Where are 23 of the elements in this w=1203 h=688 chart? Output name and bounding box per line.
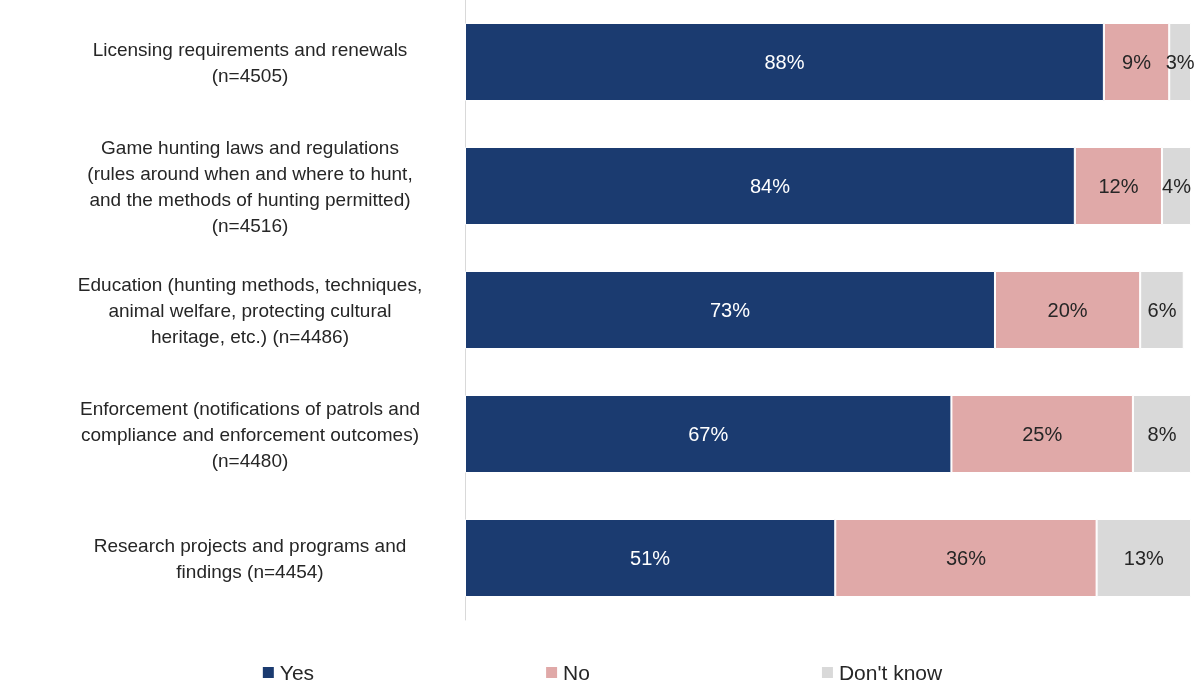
y-tick-label: Licensing requirements and renewals (n=4505) bbox=[92, 38, 408, 86]
data-label: 73% bbox=[709, 299, 751, 321]
data-label: 67% bbox=[688, 423, 729, 445]
data-label: 9% bbox=[1122, 51, 1152, 73]
data-label: 8% bbox=[1147, 423, 1177, 445]
data-label: 20% bbox=[1047, 299, 1088, 321]
data-label: 4% bbox=[1162, 175, 1192, 197]
data-label: 12% bbox=[1098, 175, 1139, 197]
data-label: 84% bbox=[749, 175, 791, 197]
data-label: 51% bbox=[630, 547, 671, 569]
legend-label: Don't know bbox=[838, 661, 943, 684]
data-label: 6% bbox=[1147, 299, 1177, 321]
data-label: 88% bbox=[764, 51, 805, 73]
data-label: 3% bbox=[1165, 51, 1195, 73]
data-label: 25% bbox=[1022, 423, 1063, 445]
legend-label: Yes bbox=[279, 661, 315, 684]
data-label: 36% bbox=[945, 547, 987, 569]
y-tick-label: Education (hunting methods, techniques, animal welfare, protecting cultural heritage, etc.) (n=4486) bbox=[77, 273, 423, 347]
y-tick-label: Enforcement (notifications of patrols and compliance and enforcement outcomes) (n=4480) bbox=[79, 397, 421, 471]
y-tick-label: Game hunting laws and regulations (rules around when and where to hunt, and the methods of hunting permitted) (n=4516) bbox=[87, 136, 413, 236]
y-tick-label: Research projects and programs and findings (n=4454) bbox=[93, 534, 407, 582]
data-label: 13% bbox=[1123, 547, 1165, 569]
legend-label: No bbox=[563, 661, 590, 684]
